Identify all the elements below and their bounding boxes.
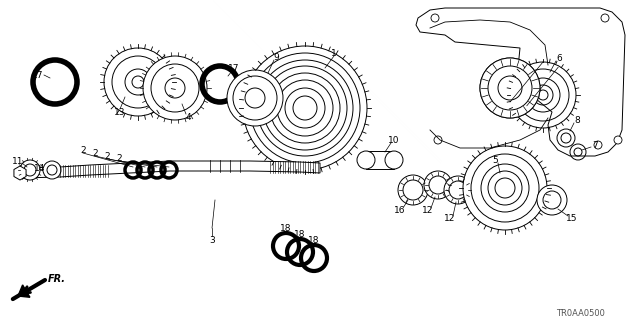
Circle shape	[449, 181, 467, 199]
Circle shape	[125, 69, 151, 95]
Circle shape	[398, 175, 428, 205]
Circle shape	[601, 14, 609, 22]
Circle shape	[20, 160, 40, 180]
Circle shape	[444, 176, 472, 204]
Circle shape	[510, 62, 576, 128]
Text: FR.: FR.	[48, 274, 66, 284]
Text: 2: 2	[80, 146, 86, 155]
Circle shape	[285, 88, 325, 128]
Polygon shape	[14, 166, 26, 180]
Circle shape	[47, 165, 57, 175]
Text: 1: 1	[331, 49, 337, 58]
Circle shape	[463, 146, 547, 230]
Circle shape	[557, 129, 575, 147]
Circle shape	[233, 76, 277, 120]
Text: 17: 17	[228, 63, 240, 73]
Circle shape	[471, 154, 539, 222]
Text: 9: 9	[273, 52, 279, 61]
Circle shape	[245, 88, 265, 108]
Circle shape	[488, 171, 522, 205]
Circle shape	[143, 56, 207, 120]
Circle shape	[434, 136, 442, 144]
Text: 2: 2	[92, 148, 98, 157]
Circle shape	[250, 53, 360, 163]
Circle shape	[270, 73, 340, 143]
Circle shape	[614, 136, 622, 144]
Bar	[366, 151, 394, 169]
Text: 14: 14	[35, 164, 45, 172]
Text: 17: 17	[32, 70, 44, 79]
Text: 15: 15	[566, 213, 578, 222]
Circle shape	[429, 176, 447, 194]
Circle shape	[574, 148, 582, 156]
Circle shape	[43, 161, 61, 179]
Text: 13: 13	[115, 108, 125, 116]
Text: 3: 3	[209, 236, 215, 244]
Text: 6: 6	[556, 53, 562, 62]
Circle shape	[227, 70, 283, 126]
Circle shape	[481, 164, 529, 212]
Circle shape	[104, 48, 172, 116]
Circle shape	[403, 180, 423, 200]
Polygon shape	[20, 161, 320, 178]
Text: 2: 2	[116, 154, 122, 163]
Text: 4: 4	[185, 113, 191, 122]
Circle shape	[357, 151, 375, 169]
Circle shape	[263, 66, 347, 150]
Circle shape	[132, 76, 144, 88]
Circle shape	[537, 185, 567, 215]
Text: 5: 5	[492, 156, 498, 164]
Text: 10: 10	[388, 135, 400, 145]
Circle shape	[495, 178, 515, 198]
Text: 18: 18	[294, 229, 306, 238]
Circle shape	[594, 141, 602, 149]
Circle shape	[243, 46, 367, 170]
Circle shape	[480, 58, 540, 118]
Text: 8: 8	[574, 116, 580, 124]
Text: 11: 11	[12, 156, 24, 165]
Circle shape	[480, 58, 540, 118]
Text: TR0AA0500: TR0AA0500	[556, 308, 604, 317]
Circle shape	[488, 66, 532, 110]
Circle shape	[424, 171, 452, 199]
Circle shape	[526, 78, 560, 112]
Circle shape	[277, 80, 333, 136]
Circle shape	[561, 133, 571, 143]
Circle shape	[24, 164, 36, 176]
Circle shape	[538, 90, 548, 100]
Circle shape	[431, 14, 439, 22]
Text: 18: 18	[308, 236, 320, 244]
Polygon shape	[18, 285, 30, 297]
Circle shape	[165, 78, 185, 98]
Circle shape	[112, 56, 164, 108]
Circle shape	[385, 151, 403, 169]
Circle shape	[257, 60, 353, 156]
Text: 18: 18	[280, 223, 292, 233]
Circle shape	[543, 191, 561, 209]
Circle shape	[488, 66, 532, 110]
Text: 16: 16	[394, 205, 406, 214]
Text: 7: 7	[592, 140, 598, 149]
Circle shape	[498, 76, 522, 100]
Text: 12: 12	[444, 213, 456, 222]
Circle shape	[517, 69, 569, 121]
Circle shape	[533, 85, 553, 105]
Circle shape	[570, 144, 586, 160]
Text: 2: 2	[104, 151, 110, 161]
Text: 12: 12	[422, 205, 434, 214]
Circle shape	[151, 64, 199, 112]
Circle shape	[293, 96, 317, 120]
